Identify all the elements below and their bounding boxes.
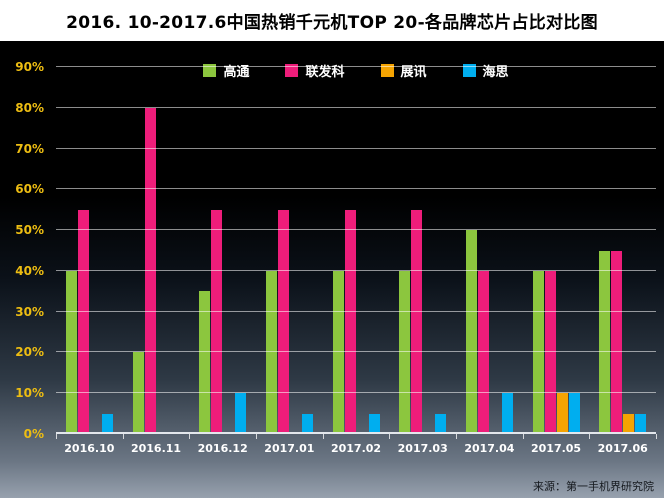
gridline-20 — [56, 351, 656, 353]
bar-group-2017.01 — [256, 67, 323, 434]
bar-海思-2017.03 — [435, 413, 447, 434]
x-tick-label-2016.10: 2016.10 — [64, 442, 115, 455]
legend-swatch-icon — [285, 64, 299, 77]
gridline-80 — [56, 106, 656, 108]
bar-group-2016.12 — [189, 67, 256, 434]
legend-label: 联发科 — [305, 65, 345, 80]
bar-group-2016.11 — [123, 67, 190, 434]
chart-area: 高通 联发科 展讯 海思 0% 10% 20% 30% 40% 50% 60% 70% 80% 90% … — [0, 41, 664, 498]
x-axis-tick — [122, 434, 124, 439]
y-tick-label-30: 30% — [15, 304, 44, 319]
x-axis-tick — [656, 434, 657, 439]
bar-联发科-2016.12 — [211, 209, 223, 434]
gridline-60 — [56, 188, 656, 190]
bar-group-2016.10 — [56, 67, 123, 434]
bar-展讯-2017.06 — [623, 413, 635, 434]
y-tick-label-60: 60% — [15, 182, 44, 197]
x-tick-label-2016.11: 2016.11 — [130, 442, 182, 455]
y-tick-label-80: 80% — [15, 100, 44, 115]
y-axis: 0% 10% 20% 30% 40% 50% 60% 70% 80% 90% — [0, 60, 50, 441]
y-tick-label-0: 0% — [23, 427, 44, 441]
x-tick-label-2017.04: 2017.04 — [464, 442, 515, 455]
bar-series-container — [56, 67, 656, 434]
x-axis-tick — [189, 434, 191, 439]
x-axis-tick — [389, 434, 391, 439]
bar-联发科-2016.11 — [144, 107, 156, 434]
bar-group-2017.02 — [323, 67, 390, 434]
bar-海思-2017.06 — [635, 413, 647, 434]
y-tick-label-20: 20% — [15, 345, 44, 360]
bar-联发科-2017.02 — [344, 209, 356, 434]
plot-area — [56, 66, 657, 439]
x-tick-label-2017.02: 2017.02 — [330, 442, 382, 455]
bar-高通-2017.04 — [465, 230, 477, 434]
bar-高通-2017.06 — [599, 250, 611, 434]
gridline-40 — [56, 269, 656, 271]
legend-item-高通: 高通 — [203, 61, 249, 80]
bar-联发科-2016.10 — [77, 209, 89, 434]
x-tick-label-2017.06: 2017.06 — [597, 442, 648, 455]
bar-group-2017.06 — [589, 67, 656, 434]
y-tick-label-50: 50% — [15, 223, 44, 238]
x-tick-label-2017.03: 2017.03 — [397, 442, 448, 455]
y-tick-label-40: 40% — [15, 263, 44, 278]
y-tick-label-90: 90% — [15, 60, 44, 74]
bar-高通-2016.12 — [199, 291, 211, 434]
x-axis-tick — [456, 434, 457, 439]
bar-联发科-2017.03 — [411, 209, 423, 434]
x-axis-tick — [256, 434, 257, 439]
bar-联发科-2017.06 — [611, 250, 623, 434]
bar-海思-2017.01 — [301, 413, 313, 434]
x-axis-tick — [522, 434, 524, 439]
gridline-50 — [56, 229, 656, 231]
y-tick-label-10: 10% — [15, 386, 44, 401]
gridline-30 — [56, 310, 656, 312]
source-credit: 来源：第一手机界研究院 — [533, 480, 654, 493]
bar-海思-2017.02 — [368, 413, 380, 434]
bar-group-2017.04 — [456, 67, 523, 434]
bar-海思-2017.04 — [501, 393, 513, 434]
x-tick-label-2017.01: 2017.01 — [264, 442, 315, 455]
x-tick-label-2017.05: 2017.05 — [530, 442, 582, 455]
legend-swatch-icon — [203, 64, 217, 77]
chart-title: 2016. 10-2017.6中国热销千元机TOP 20-各品牌芯片占比对比图 — [0, 0, 664, 41]
x-axis: 2016.10 2016.11 2016.12 2017.01 2017.02 2017.… — [56, 442, 656, 458]
chart-legend: 高通 联发科 展讯 海思 — [56, 61, 656, 80]
legend-item-联发科: 联发科 — [285, 61, 345, 80]
bar-海思-2016.12 — [235, 393, 247, 434]
legend-swatch-icon — [380, 64, 394, 77]
x-axis-tick — [56, 434, 57, 439]
gridline-0 — [56, 432, 656, 434]
x-axis-tick — [589, 434, 591, 439]
bar-海思-2016.10 — [101, 413, 113, 434]
x-tick-label-2016.12: 2016.12 — [197, 442, 248, 455]
legend-label: 海思 — [482, 65, 509, 80]
bar-group-2017.03 — [389, 67, 456, 434]
legend-item-展讯: 展讯 — [380, 61, 427, 80]
bar-展讯-2017.05 — [556, 393, 568, 434]
bar-联发科-2017.01 — [277, 209, 289, 434]
gridline-90 — [56, 66, 656, 67]
legend-swatch-icon — [462, 64, 476, 77]
legend-label: 展讯 — [400, 65, 427, 80]
gridline-10 — [56, 392, 656, 394]
bar-group-2017.05 — [523, 67, 590, 434]
x-axis-tick — [322, 434, 324, 439]
gridline-70 — [56, 147, 656, 149]
legend-item-海思: 海思 — [462, 61, 509, 80]
bar-海思-2017.05 — [568, 393, 580, 434]
y-tick-label-70: 70% — [15, 141, 44, 156]
legend-label: 高通 — [223, 65, 250, 80]
